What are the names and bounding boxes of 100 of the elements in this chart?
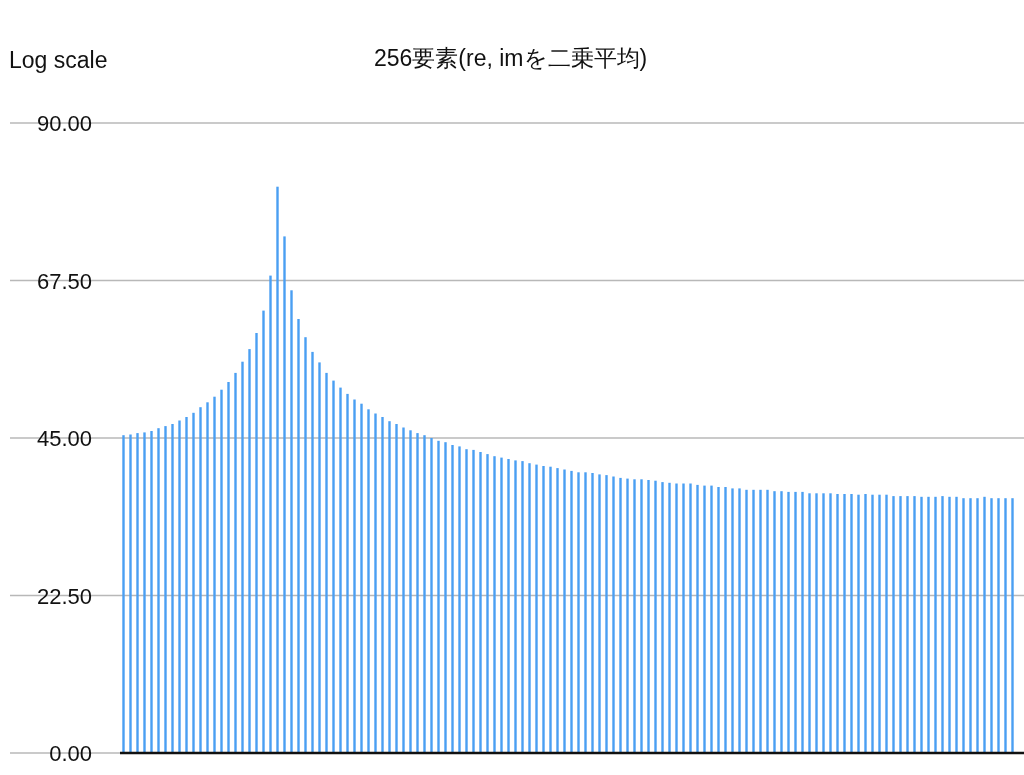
- bar: [857, 494, 860, 753]
- bar: [773, 491, 776, 753]
- bar: [724, 487, 727, 753]
- bar: [654, 480, 657, 753]
- y-tick-label: 45.00: [36, 426, 92, 451]
- bar: [409, 430, 412, 753]
- bar: [584, 472, 587, 753]
- bar: [486, 454, 489, 753]
- bar: [570, 470, 573, 753]
- y-tick-label: 0.00: [49, 741, 92, 766]
- bar: [682, 483, 685, 753]
- bar: [500, 457, 503, 753]
- bar: [717, 487, 720, 753]
- bar: [878, 494, 881, 753]
- bar: [535, 464, 538, 753]
- bar: [591, 473, 594, 753]
- bar: [598, 474, 601, 753]
- bar: [808, 493, 811, 753]
- bar: [220, 389, 223, 753]
- bar: [178, 420, 181, 753]
- y-tick-label: 22.50: [36, 583, 92, 609]
- bar: [493, 456, 496, 753]
- bar: [689, 483, 692, 753]
- bar: [339, 387, 342, 753]
- bar: [136, 433, 139, 753]
- bar: [864, 494, 867, 753]
- bar: [157, 428, 160, 753]
- bar: [605, 475, 608, 753]
- bar: [318, 362, 321, 753]
- bar: [661, 482, 664, 753]
- bar: [955, 496, 958, 753]
- bar: [444, 442, 447, 753]
- bar: [304, 337, 307, 753]
- bar: [325, 372, 328, 753]
- bar: [647, 480, 650, 753]
- bar: [472, 449, 475, 753]
- bar: [556, 468, 559, 753]
- bar: [199, 407, 202, 753]
- bar: [766, 489, 769, 753]
- bar: [458, 446, 461, 753]
- bar: [269, 275, 272, 753]
- bar: [738, 488, 741, 753]
- bar: [297, 319, 300, 753]
- bar: [710, 485, 713, 753]
- bar: [563, 469, 566, 753]
- bar: [843, 494, 846, 753]
- bar: [997, 498, 1000, 753]
- bar: [752, 489, 755, 753]
- bar: [367, 409, 370, 753]
- bar: [479, 452, 482, 753]
- bar: [731, 488, 734, 753]
- bar: [906, 496, 909, 753]
- bar: [374, 413, 377, 753]
- bar: [514, 460, 517, 753]
- bar: [829, 493, 832, 753]
- bar: [962, 498, 965, 753]
- bar: [171, 424, 174, 753]
- bar: [129, 434, 132, 753]
- bar: [290, 290, 293, 753]
- bar: [640, 479, 643, 753]
- bar: [612, 476, 615, 753]
- bar: [381, 417, 384, 753]
- bar: [353, 399, 356, 753]
- bar: [213, 396, 216, 753]
- bar: [969, 498, 972, 753]
- bar: [528, 463, 531, 753]
- y-tick-label: 90.00: [36, 111, 92, 136]
- bar: [619, 477, 622, 753]
- y-tick-label: 67.50: [36, 268, 92, 294]
- text: Log scale: [9, 47, 108, 73]
- bar: [227, 382, 230, 753]
- bar: [395, 424, 398, 753]
- bar: [885, 494, 888, 753]
- bar: [976, 498, 979, 753]
- bar: [248, 349, 251, 753]
- bar: [703, 485, 706, 753]
- bar: [360, 403, 363, 753]
- bar: [913, 496, 916, 753]
- bar: [388, 421, 391, 753]
- bar: [423, 435, 426, 753]
- bar: [1004, 498, 1007, 753]
- bar: [402, 427, 405, 753]
- bar: [626, 478, 629, 753]
- bar: [241, 361, 244, 753]
- bar: [836, 494, 839, 753]
- bar: [311, 351, 314, 753]
- bar: [990, 498, 993, 753]
- bar: [262, 310, 265, 753]
- bar: [507, 459, 510, 753]
- bar: [780, 491, 783, 753]
- bar: [871, 494, 874, 753]
- bar: [794, 491, 797, 753]
- bar: [150, 431, 153, 753]
- bar: [465, 449, 468, 753]
- bar: [192, 412, 195, 753]
- bar: [234, 372, 237, 753]
- bar: [920, 496, 923, 753]
- bar: [542, 466, 545, 753]
- bar: [122, 435, 125, 753]
- bar: [801, 491, 804, 753]
